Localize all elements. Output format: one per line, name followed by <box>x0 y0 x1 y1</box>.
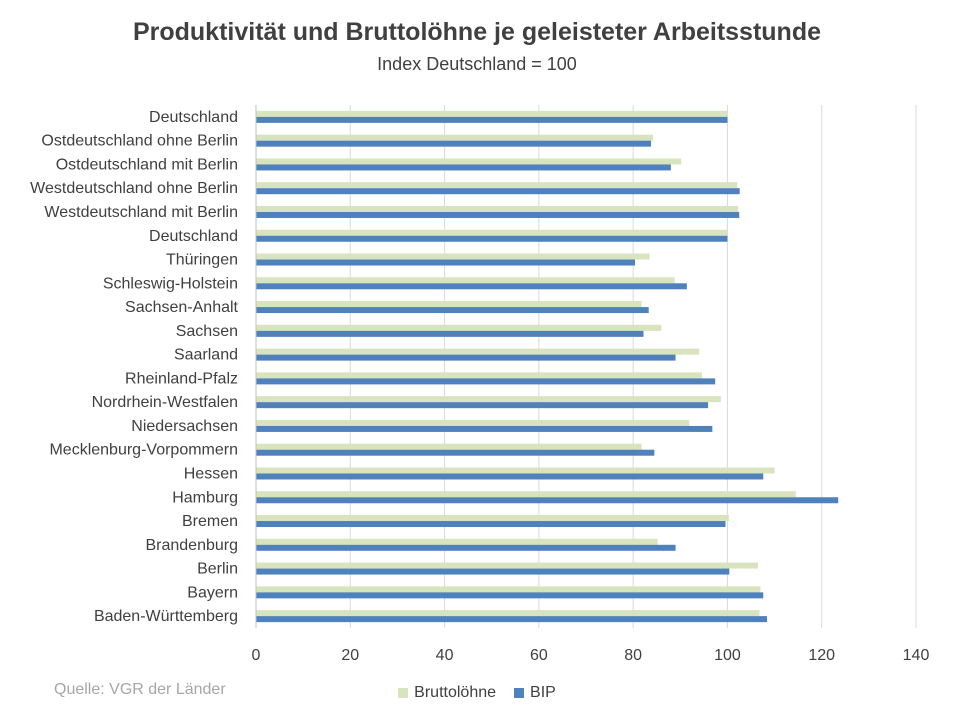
bar-bip <box>256 307 649 314</box>
bar-bruttoloehne <box>256 253 650 260</box>
bar-bip <box>256 330 644 337</box>
bar-bruttoloehne <box>256 301 642 308</box>
bar-bruttoloehne <box>256 182 738 189</box>
category-label: Nordrhein-Westfalen <box>92 394 238 411</box>
bar-bruttoloehne <box>256 467 775 474</box>
legend-swatch-bruttoloehne <box>398 688 409 698</box>
bar-bip <box>256 140 652 147</box>
bar-bruttoloehne <box>256 610 760 617</box>
category-label: Ostdeutschland mit Berlin <box>56 156 238 173</box>
category-label: Westdeutschland mit Berlin <box>44 204 238 221</box>
x-tick-label: 140 <box>903 647 930 664</box>
bar-bruttoloehne <box>256 562 759 569</box>
bar-bruttoloehne <box>256 586 761 593</box>
bar-bip <box>256 473 764 480</box>
bar-bip <box>256 378 716 385</box>
bar-bip <box>256 116 728 123</box>
category-label: Thüringen <box>166 252 238 269</box>
bar-bip <box>256 425 713 432</box>
bar-bip <box>256 497 839 504</box>
category-label: Hessen <box>184 465 238 482</box>
bar-bruttoloehne <box>256 277 675 284</box>
chart-title: Produktivität und Bruttolöhne je geleist… <box>132 18 822 46</box>
bar-bruttoloehne <box>256 396 721 403</box>
x-tick-label: 80 <box>624 647 642 664</box>
x-tick-label: 40 <box>436 647 454 664</box>
bar-bruttoloehne <box>256 158 682 165</box>
bar-bruttoloehne <box>256 515 729 522</box>
category-label: Westdeutschland ohne Berlin <box>30 180 238 197</box>
legend-item-bip: BIP <box>514 684 556 702</box>
chart-subtitle: Index Deutschland = 100 <box>377 54 577 74</box>
bar-bip <box>256 259 636 266</box>
category-label: Sachsen <box>176 323 238 340</box>
bar-bip <box>256 354 676 361</box>
legend-label-bip: BIP <box>530 684 556 701</box>
bar-bip <box>256 211 740 218</box>
category-label: Baden-Württemberg <box>94 608 238 625</box>
legend-swatch-bip <box>514 688 525 698</box>
category-label: Deutschland <box>149 228 238 245</box>
bar-bruttoloehne <box>256 443 642 450</box>
x-tick-label: 20 <box>341 647 359 664</box>
bar-bruttoloehne <box>256 372 702 379</box>
legend: Bruttolöhne BIP <box>0 684 954 702</box>
source-note: Quelle: VGR der Länder <box>54 681 226 698</box>
bar-bip <box>256 544 676 551</box>
x-tick-label: 120 <box>808 647 835 664</box>
bar-bip <box>256 568 730 575</box>
bar-bruttoloehne <box>256 491 796 498</box>
x-tick-label: 0 <box>252 647 261 664</box>
category-label: Bremen <box>182 513 238 530</box>
category-label: Niedersachsen <box>131 418 238 435</box>
bar-bruttoloehne <box>256 229 728 236</box>
legend-label-bruttoloehne: Bruttolöhne <box>414 684 497 701</box>
bar-bruttoloehne <box>256 419 690 426</box>
bar-bruttoloehne <box>256 324 662 331</box>
category-label: Schleswig-Holstein <box>103 275 238 292</box>
bar-bruttoloehne <box>256 205 739 212</box>
bar-bruttoloehne <box>256 538 658 545</box>
bar-bip <box>256 164 671 171</box>
legend-item-bruttoloehne: Bruttolöhne <box>398 684 496 702</box>
category-label: Sachsen-Anhalt <box>125 299 239 316</box>
bar-bip <box>256 592 764 599</box>
bar-bruttoloehne <box>256 348 700 355</box>
category-label: Mecklenburg-Vorpommern <box>49 442 238 459</box>
bar-bip <box>256 283 687 290</box>
category-label: Berlin <box>197 561 238 578</box>
bar-bip <box>256 521 726 528</box>
category-label: Ostdeutschland ohne Berlin <box>41 133 238 150</box>
x-tick-label: 60 <box>530 647 548 664</box>
bar-bruttoloehne <box>256 134 653 141</box>
category-label: Hamburg <box>172 489 238 506</box>
category-label: Brandenburg <box>145 537 238 554</box>
x-tick-label: 100 <box>714 647 741 664</box>
category-label: Bayern <box>187 584 238 601</box>
category-label: Deutschland <box>149 109 238 126</box>
bar-bip <box>256 188 740 195</box>
bar-bip <box>256 449 655 456</box>
category-label: Rheinland-Pfalz <box>125 370 238 387</box>
bar-bip <box>256 616 768 623</box>
bar-bruttoloehne <box>256 110 728 117</box>
category-label: Saarland <box>174 347 238 364</box>
bar-bip <box>256 235 728 242</box>
bar-bip <box>256 402 709 409</box>
